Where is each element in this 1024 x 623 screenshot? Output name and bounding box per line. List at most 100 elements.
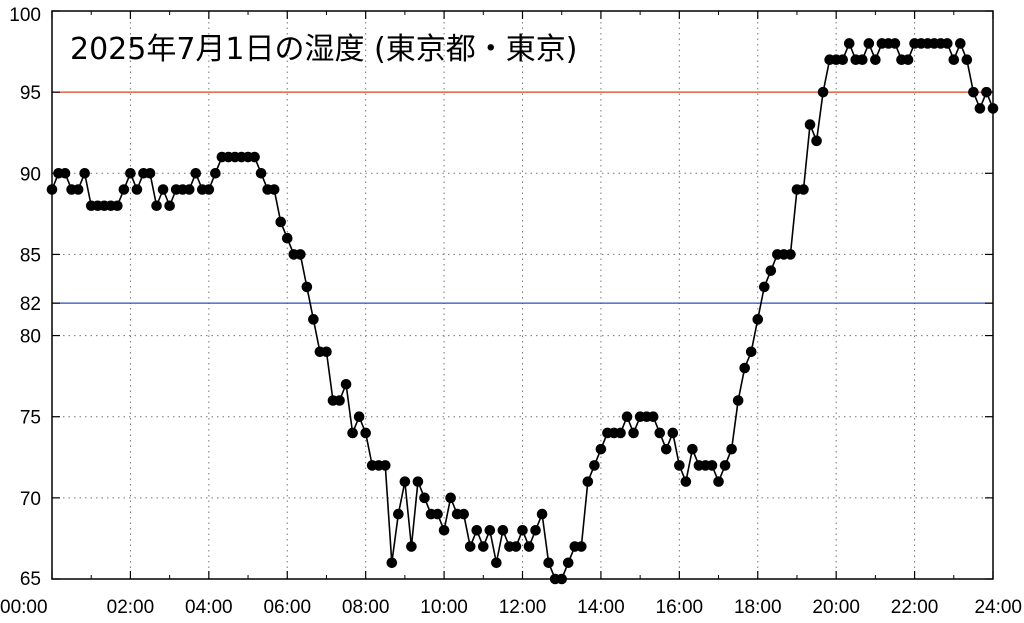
data-point [941, 38, 953, 49]
data-point [798, 184, 809, 195]
tick-labels: 00:00 02:00 04:00 06:00 08:00 10:00 12:00 14:00… [0, 5, 1022, 618]
y-tick-label: 100 [9, 5, 41, 26]
data-point [59, 167, 71, 179]
data-point [674, 460, 685, 471]
data-point [203, 184, 215, 195]
data-point [667, 427, 679, 439]
data-point [811, 135, 822, 147]
data-point [576, 541, 587, 552]
data-point [438, 525, 450, 536]
data-point [131, 184, 143, 195]
plot-area [52, 11, 993, 579]
data-point [301, 281, 313, 293]
data-point [477, 541, 489, 552]
data-point [870, 54, 881, 65]
data-point [517, 525, 528, 536]
x-tick-label: 10:00 [420, 597, 468, 618]
data-point [491, 557, 502, 569]
x-tick-label: 04:00 [185, 597, 233, 618]
data-point [308, 314, 319, 325]
data-point [432, 508, 443, 520]
data-point [190, 167, 202, 179]
x-tick-label: 18:00 [734, 597, 782, 618]
data-point [595, 443, 607, 455]
data-point [151, 200, 162, 212]
data-point [680, 476, 692, 487]
y-tick-label: 70 [20, 489, 41, 510]
data-point [654, 427, 666, 439]
data-point [745, 346, 757, 358]
y-tick-label: 95 [20, 83, 41, 104]
data-point [765, 265, 777, 276]
data-point [961, 54, 973, 65]
data-point [360, 427, 371, 439]
chart-title: 2025年7月1日の湿度 (東京都・東京) [70, 32, 577, 67]
data-point [530, 525, 541, 536]
data-point [843, 38, 855, 49]
y-tick-label: 82 [20, 294, 41, 315]
data-point [713, 476, 724, 487]
data-point [419, 492, 430, 504]
data-point [523, 541, 535, 552]
data-point [406, 541, 417, 552]
data-point [817, 86, 829, 98]
data-point [464, 541, 476, 552]
data-point [210, 167, 221, 179]
y-tick-label: 65 [20, 569, 41, 590]
data-point [647, 411, 659, 423]
data-point [255, 167, 267, 179]
x-tick-label: 16:00 [656, 597, 704, 618]
data-point [379, 460, 391, 471]
y-tick-label: 90 [20, 164, 41, 185]
data-point [268, 184, 280, 195]
x-tick-label: 02:00 [107, 597, 155, 618]
data-point [660, 443, 672, 455]
data-point [157, 184, 169, 195]
data-point [164, 200, 175, 212]
data-point [249, 151, 260, 163]
x-tick-label: 06:00 [263, 597, 311, 618]
data-point [386, 557, 398, 569]
data-point [412, 476, 424, 487]
data-point [510, 541, 522, 552]
data-point [347, 427, 358, 439]
x-tick-label: 20:00 [812, 597, 860, 618]
data-point [471, 525, 483, 536]
x-tick-label: 22:00 [891, 597, 939, 618]
data-point [974, 103, 986, 114]
data-point [889, 38, 901, 49]
data-point [752, 314, 764, 325]
data-point [484, 525, 496, 536]
data-point [183, 184, 195, 195]
series-layer [46, 38, 999, 585]
data-point [732, 395, 744, 406]
data-point [118, 184, 130, 195]
x-tick-label: 12:00 [499, 597, 547, 618]
data-point [589, 460, 600, 471]
data-point [615, 427, 626, 439]
data-point [719, 460, 731, 471]
x-tick-label: 24:00 [974, 597, 1022, 618]
data-point [125, 167, 136, 179]
reference-lines [52, 91, 993, 304]
data-point [393, 508, 404, 520]
data-point [758, 281, 770, 293]
data-point [112, 200, 123, 212]
data-point [144, 167, 156, 179]
x-tick-label: 00:00 [0, 597, 48, 618]
data-point [543, 557, 554, 569]
data-point [353, 411, 365, 423]
y-tick-label: 85 [20, 245, 41, 266]
x-tick-label: 14:00 [577, 597, 625, 618]
data-point [582, 476, 594, 487]
data-point [399, 476, 411, 487]
data-point [458, 508, 469, 520]
data-point [445, 492, 456, 504]
data-point [275, 216, 287, 228]
data-point [726, 443, 737, 455]
x-tick-label: 08:00 [342, 597, 390, 618]
data-point [536, 508, 548, 520]
y-tick-label: 80 [20, 327, 41, 348]
data-point [948, 54, 960, 65]
data-point [739, 362, 750, 374]
